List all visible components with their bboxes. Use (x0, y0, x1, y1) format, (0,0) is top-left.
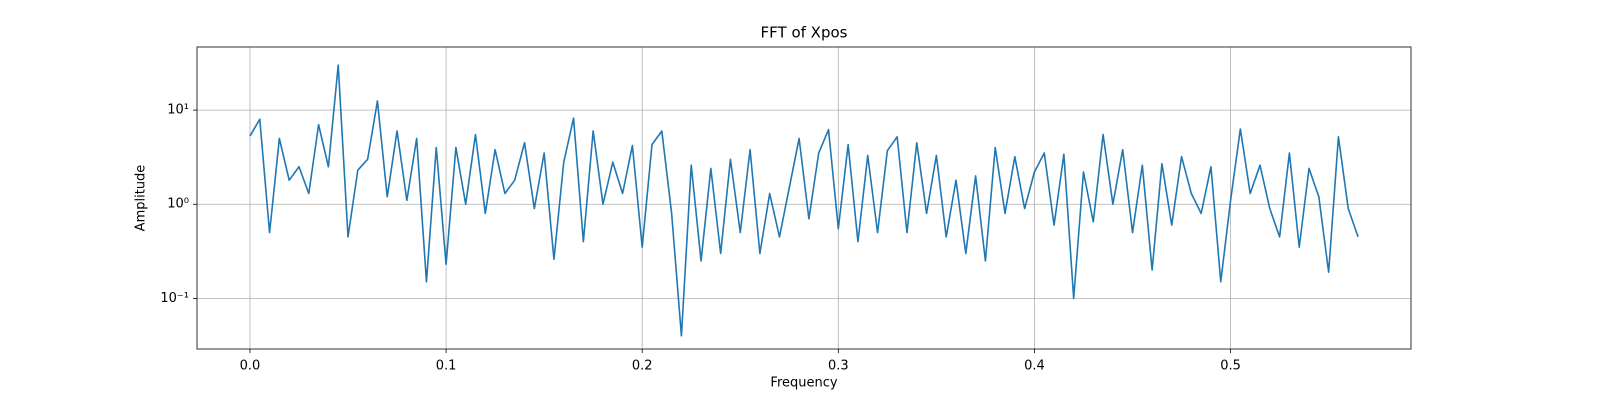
y-tick-label: 10⁻¹ (160, 291, 189, 306)
data-line (249, 64, 1359, 337)
x-tick-label: 0.2 (632, 359, 653, 374)
x-tick-label: 0.5 (1220, 359, 1241, 374)
x-tick-label: 0.4 (1024, 359, 1045, 374)
y-tick-label: 10⁰ (167, 197, 189, 212)
y-tick-label: 10¹ (167, 103, 189, 118)
x-axis-label: Frequency (770, 376, 837, 391)
x-tick-label: 0.1 (436, 359, 457, 374)
y-axis-label: Amplitude (134, 165, 149, 232)
x-tick-label: 0.3 (828, 359, 849, 374)
plot-frame (196, 46, 1412, 350)
chart-title: FFT of Xpos (761, 24, 848, 42)
x-tick-label: 0.0 (240, 359, 261, 374)
